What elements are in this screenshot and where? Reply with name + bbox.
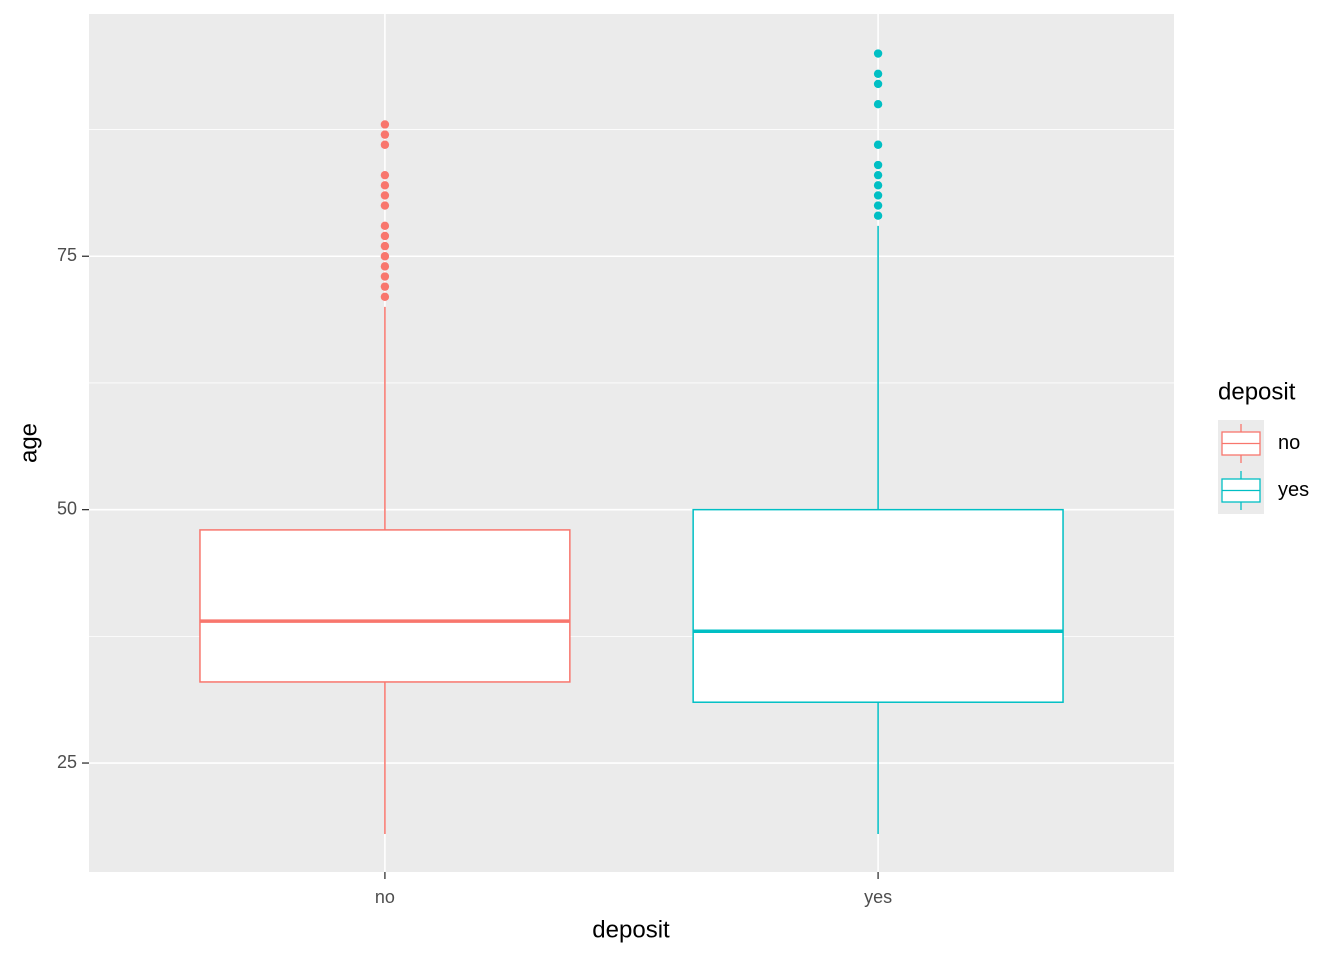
outlier — [380, 292, 390, 301]
y-tick-label: 25 — [57, 752, 77, 772]
legend-label: yes — [1278, 479, 1309, 501]
outlier — [380, 181, 390, 190]
y-tick-label: 50 — [57, 498, 77, 518]
x-tick-label: no — [375, 887, 395, 907]
x-tick-label: yes — [864, 887, 892, 907]
y-axis-title: age — [15, 423, 42, 463]
outlier — [873, 191, 883, 200]
panel — [89, 14, 1174, 872]
outlier — [380, 130, 390, 139]
outlier — [380, 221, 390, 231]
outlier — [380, 252, 390, 261]
outlier — [380, 120, 390, 129]
box — [692, 508, 1064, 703]
y-tick-label: 75 — [57, 245, 77, 265]
outlier — [380, 282, 390, 291]
x-axis-title: deposit — [592, 916, 670, 943]
outlier — [873, 69, 883, 79]
legend-title: deposit — [1218, 378, 1296, 405]
outlier — [873, 140, 883, 149]
outlier — [380, 170, 390, 180]
outlier — [873, 181, 883, 190]
box — [199, 529, 571, 683]
outlier — [873, 100, 883, 109]
outlier — [380, 231, 390, 241]
outlier — [380, 272, 390, 281]
outlier — [380, 191, 390, 200]
outlier — [873, 79, 883, 89]
outlier — [380, 140, 390, 149]
outlier — [380, 201, 390, 210]
outlier — [873, 49, 883, 58]
outlier — [380, 241, 390, 251]
legend-label: no — [1278, 432, 1300, 454]
outlier — [873, 170, 883, 180]
outlier — [380, 262, 390, 271]
outlier — [873, 211, 883, 220]
outlier — [873, 160, 883, 170]
outlier — [873, 201, 883, 210]
